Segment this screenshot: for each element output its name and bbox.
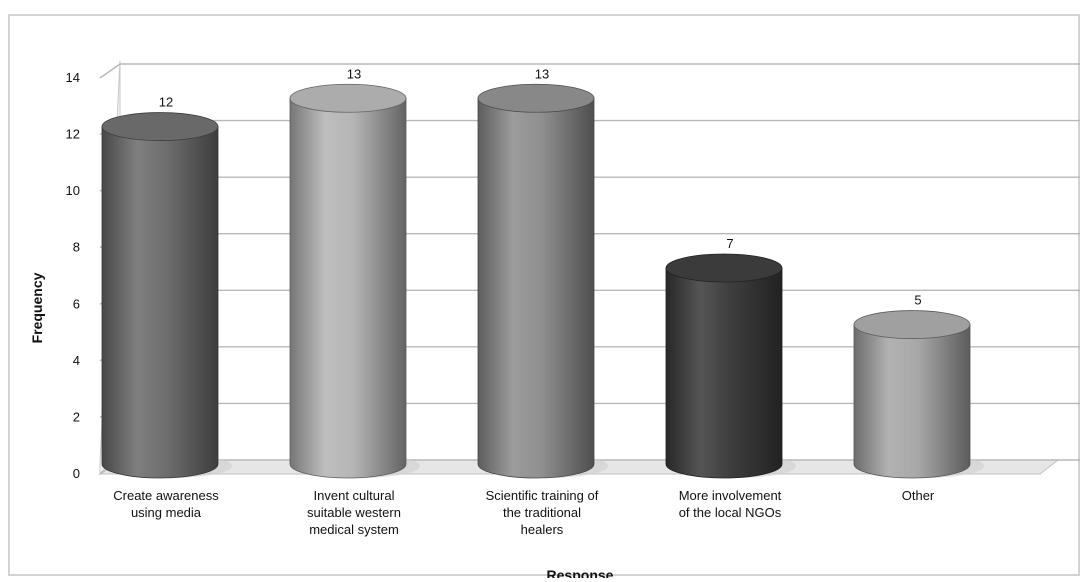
- bar-body: [101, 126, 219, 479]
- bar-body: [853, 324, 971, 479]
- data-label: 13: [347, 66, 361, 81]
- x-tick-label: Other: [902, 488, 935, 503]
- y-tick-label: 6: [73, 296, 80, 311]
- chart-frame: 0 2 4 6 8 10 12 14 12 13 13 7 5 Create awareness usi…: [8, 14, 1080, 578]
- x-tick-label: Scientific training of the traditional hea…: [486, 488, 599, 537]
- bar: 13: [289, 66, 420, 479]
- data-label: 13: [535, 66, 549, 81]
- data-label: 5: [914, 293, 921, 308]
- data-label: 12: [159, 95, 173, 110]
- y-tick-label: 12: [66, 127, 80, 142]
- y-axis-label: Frequency: [29, 272, 45, 343]
- bar: 12: [101, 95, 232, 479]
- data-label: 7: [726, 236, 733, 251]
- y-tick-label: 0: [73, 466, 80, 481]
- y-tick-label: 4: [73, 353, 80, 368]
- bar-top: [665, 253, 783, 283]
- gridline-depth: [99, 63, 121, 79]
- x-tick-label: Create awareness using media: [113, 488, 219, 520]
- x-axis-label: Response: [547, 567, 614, 578]
- y-tick-label: 10: [66, 183, 80, 198]
- bar-top: [477, 83, 595, 113]
- bar-top: [101, 112, 219, 141]
- bar-top: [853, 310, 971, 339]
- x-tick-label: Invent cultural suitable western medical s…: [307, 488, 401, 537]
- y-tick-label: 2: [73, 409, 80, 424]
- bar: 5: [853, 293, 984, 479]
- bar-body: [477, 97, 595, 479]
- bar: 7: [665, 236, 796, 479]
- y-tick-label: 8: [73, 240, 80, 255]
- x-tick-label: More involvement of the local NGOs: [679, 488, 782, 520]
- y-tick-label: 14: [66, 70, 80, 85]
- bar-top: [289, 83, 407, 113]
- bar-body: [665, 267, 783, 479]
- chart-svg: 0 2 4 6 8 10 12 14 12 13 13 7 5 Create awareness usi…: [29, 60, 1080, 578]
- bar-body: [289, 97, 407, 479]
- bar: 13: [477, 66, 608, 479]
